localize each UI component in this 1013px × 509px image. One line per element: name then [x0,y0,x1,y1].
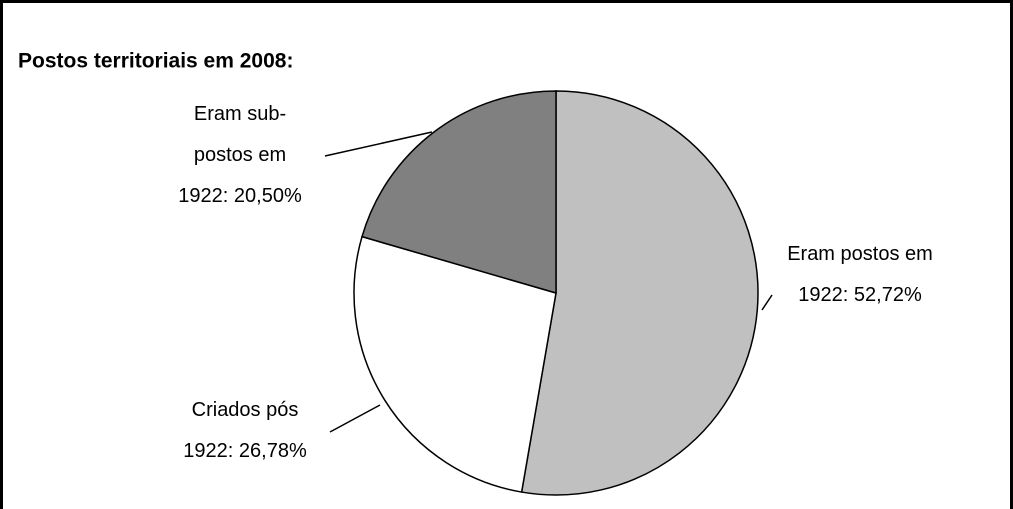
leader-line [324,131,433,157]
slice-label-text: Criados pós 1922: 26,78% [165,390,325,472]
slice-label: Eram sub-postos em 1922: 20,50% [175,94,305,217]
leader-line [329,404,381,433]
slice-label-text: Eram sub-postos em 1922: 20,50% [175,94,305,217]
slice-label: Eram postos em 1922: 52,72% [780,234,940,316]
category-label: Eram postos em 1922: [787,243,933,306]
slice-label: Criados pós 1922: 26,78% [165,390,325,472]
category-label: Eram sub-postos em 1922: [178,103,287,207]
pie-slice [361,90,557,294]
pie-slice [353,235,557,493]
value-label: 52,72% [853,284,922,306]
value-label: 20,50% [233,185,302,207]
slice-label-text: Eram postos em 1922: 52,72% [780,234,940,316]
chart-title: Postos territoriais em 2008: [18,50,293,73]
leader-line [761,294,773,311]
pie-slice [520,90,759,496]
category-label: Criados pós 1922: [183,399,299,462]
value-label: 26,78% [238,440,307,462]
